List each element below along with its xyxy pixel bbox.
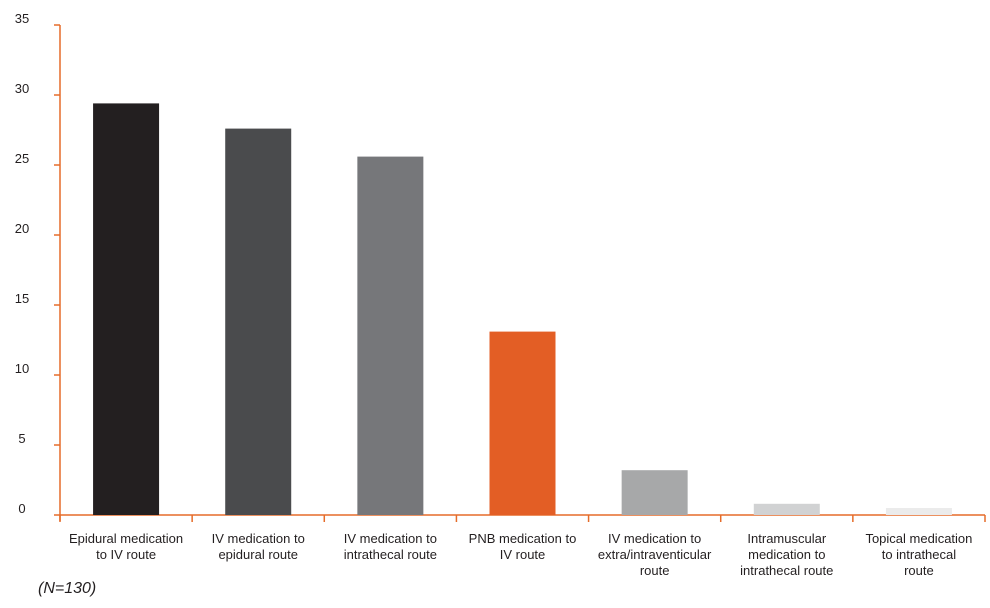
x-category-label-line: Epidural medication (69, 531, 183, 546)
x-category-label: IV medication to epidural route (212, 531, 305, 562)
x-category-label-line: intrathecal route (740, 563, 833, 578)
chart-bars (93, 103, 952, 516)
y-tick-label: 30 (15, 81, 29, 96)
bar (93, 103, 160, 516)
x-category-label: Epidural medication to IV route (69, 531, 183, 562)
x-category-label-line: medication to (748, 547, 825, 562)
x-category-label-line: IV route (500, 547, 546, 562)
bar (357, 156, 424, 515)
y-tick-label: 35 (15, 11, 29, 26)
bar (621, 470, 688, 515)
x-axis-category-labels: Epidural medication to IV route IV medicat… (69, 531, 972, 578)
bar (753, 503, 820, 515)
x-category-label: IV medication to intrathecal route (344, 531, 437, 562)
y-tick-label: 5 (18, 431, 25, 446)
x-category-label-line: IV medication to (608, 531, 701, 546)
x-category-label-line: intrathecal route (344, 547, 437, 562)
x-category-label-line: PNB medication to (469, 531, 577, 546)
y-tick-label: 15 (15, 291, 29, 306)
y-tick-label: 10 (15, 361, 29, 376)
x-category-label-line: route (640, 563, 670, 578)
x-category-label-line: IV medication to (212, 531, 305, 546)
y-tick-label: 0 (18, 501, 25, 516)
bar (885, 508, 952, 515)
sample-size-note: (N=130) (38, 580, 97, 597)
bar (225, 128, 292, 515)
x-category-label: PNB medication to IV route (469, 531, 577, 562)
y-axis-ticks: 0 5 10 15 20 25 30 35 (15, 11, 60, 516)
x-category-label: IV medication to extra/intraventicular rou… (598, 531, 712, 578)
x-category-label-line: to IV route (96, 547, 156, 562)
x-category-label-line: to intrathecal (882, 547, 957, 562)
x-category-label: Topical medication to intrathecal route (865, 531, 972, 578)
y-tick-label: 25 (15, 151, 29, 166)
bar (489, 331, 556, 515)
x-category-label-line: epidural route (218, 547, 298, 562)
x-category-label-line: Intramuscular (747, 531, 826, 546)
x-category-label-line: Topical medication (865, 531, 972, 546)
x-category-label-line: extra/intraventicular (598, 547, 712, 562)
x-category-label-line: IV medication to (344, 531, 437, 546)
x-category-label-line: route (904, 563, 934, 578)
x-category-label: Intramuscular medication to intrathecal ro… (740, 531, 833, 578)
y-tick-label: 20 (15, 221, 29, 236)
